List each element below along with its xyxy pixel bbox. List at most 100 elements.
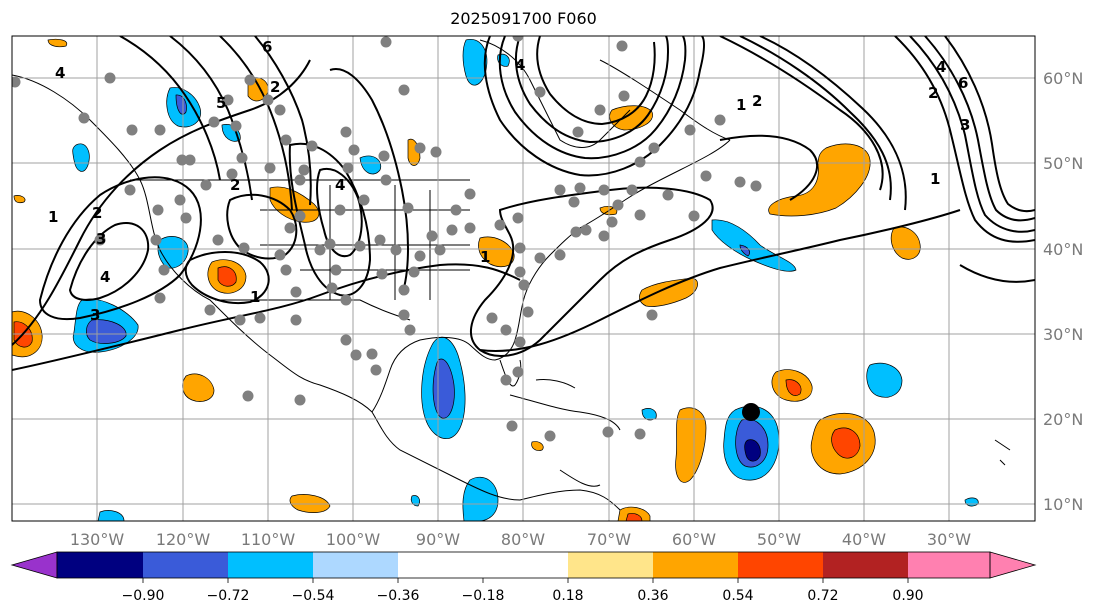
colorbar-tick-label: 0.72 (807, 588, 838, 604)
colorbar-segment (908, 552, 990, 578)
station-dot (750, 180, 762, 192)
station-dot (208, 116, 220, 128)
station-dot (298, 164, 310, 176)
latitude-labels: 60°N 50°N 40°N 30°N 20°N 10°N (1043, 69, 1083, 514)
contour-label: 4 (335, 176, 345, 194)
station-dot (340, 334, 352, 346)
contour-label: 4 (55, 64, 65, 82)
station-dot (634, 156, 646, 168)
contour-label: 1 (930, 170, 940, 188)
station-dot (126, 124, 138, 136)
station-dot (184, 154, 196, 166)
anomaly-shading (12, 38, 979, 521)
station-dot (290, 314, 302, 326)
station-dot (408, 266, 420, 278)
station-dot (616, 40, 628, 52)
station-dot (648, 142, 660, 154)
station-dot (606, 216, 618, 228)
station-dot (294, 174, 306, 186)
contour-label: 1 (48, 208, 58, 226)
lon-label: 40°W (842, 530, 886, 549)
station-dot (568, 196, 580, 208)
station-dot (574, 182, 586, 194)
gridlines (12, 36, 1035, 521)
station-dot (326, 282, 338, 294)
contour-label: 2 (270, 78, 280, 96)
station-dot (154, 124, 166, 136)
station-dot (124, 184, 136, 196)
station-dot (380, 174, 392, 186)
contour-label: 2 (928, 84, 938, 102)
station-dot (688, 210, 700, 222)
station-dot (594, 104, 606, 116)
map-title: 2025091700 F060 (450, 9, 597, 28)
colorbar-segment (653, 552, 738, 578)
station-dot (78, 112, 90, 124)
lon-label: 80°W (501, 530, 545, 549)
colorbar-tick-label: −0.18 (462, 588, 505, 604)
station-dot (534, 86, 546, 98)
station-dot (714, 114, 726, 126)
station-dot (104, 72, 116, 84)
station-dot (570, 226, 582, 238)
station-dot (238, 242, 250, 254)
station-dot (700, 170, 712, 182)
station-dot (554, 184, 566, 196)
lat-label: 40°N (1043, 240, 1083, 259)
lon-label: 130°W (70, 530, 125, 549)
station-dot (572, 126, 584, 138)
station-dot (174, 194, 186, 206)
station-dot (634, 209, 646, 221)
contour-label: 3 (90, 306, 100, 324)
contour-labels: 4 6 2 1 2 3 4 1 2 4 1 6 2 3 4 1 2 4 5 1 … (48, 38, 970, 324)
colorbar-tick-label: −0.90 (122, 588, 165, 604)
lon-label: 50°W (757, 530, 801, 549)
station-dot (236, 152, 248, 164)
station-dot (280, 134, 292, 146)
station-dot (204, 304, 216, 316)
longitude-labels: 130°W 120°W 110°W 100°W 90°W 80°W 70°W 6… (70, 530, 971, 549)
station-dot (464, 222, 476, 234)
station-dot (370, 364, 382, 376)
station-dot (500, 374, 512, 386)
lat-label: 10°N (1043, 495, 1083, 514)
contour-label: 2 (92, 204, 102, 222)
station-dot (12, 76, 21, 88)
station-dot (514, 242, 526, 254)
station-dot (222, 94, 234, 106)
lon-label: 100°W (326, 530, 381, 549)
station-dot (254, 312, 266, 324)
station-dot (426, 230, 438, 242)
contour-label: 6 (262, 38, 272, 56)
colorbar-tick-label: −0.72 (207, 588, 250, 604)
contour-label: 1 (250, 288, 260, 306)
station-dot (180, 212, 192, 224)
station-dot (398, 284, 410, 296)
lon-label: 70°W (587, 530, 631, 549)
station-dot (512, 36, 524, 42)
station-dot (340, 126, 352, 138)
station-dot (598, 230, 610, 242)
station-dot (554, 249, 566, 261)
station-dot (330, 264, 342, 276)
station-dot (334, 204, 346, 216)
station-dot (626, 184, 638, 196)
station-dot (390, 244, 402, 256)
station-dot (684, 124, 696, 136)
station-dot (234, 314, 246, 326)
station-dot (634, 428, 646, 440)
station-dot (430, 146, 442, 158)
colorbar-segment (738, 552, 823, 578)
station-dot (414, 142, 426, 154)
station-dot (294, 210, 306, 222)
station-dot (342, 162, 354, 174)
station-dot (414, 250, 426, 262)
station-dot (244, 74, 256, 86)
colorbar-segment (313, 552, 398, 578)
lon-label: 120°W (156, 530, 211, 549)
contour-lines (12, 36, 1035, 371)
lon-label: 60°W (672, 530, 716, 549)
contour-label: 2 (230, 176, 240, 194)
station-dot (402, 202, 414, 214)
